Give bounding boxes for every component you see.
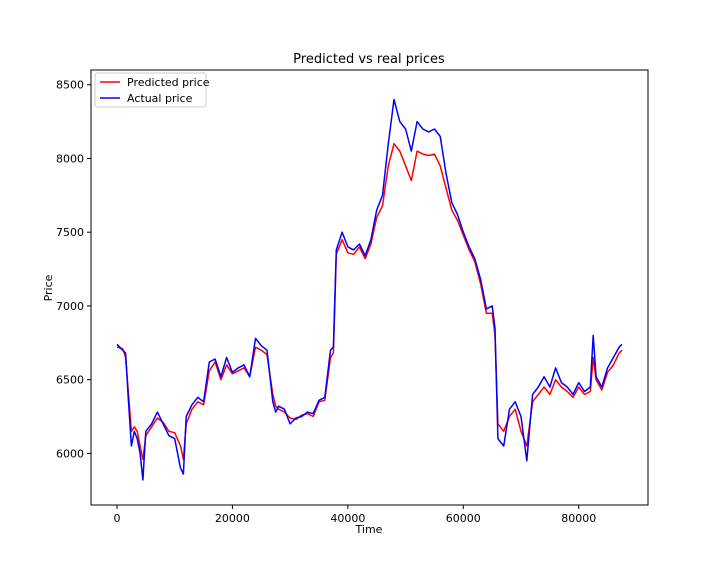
legend-label-predicted: Predicted price [127,76,210,89]
x-axis-label: Time [355,523,383,536]
plot-frame [90,69,649,506]
plot-area [90,69,649,506]
x-tick-label: 60000 [446,512,481,525]
y-tick-label: 6500 [56,374,84,387]
x-tick-label: 0 [113,512,120,525]
legend: Predicted price Actual price [94,72,210,108]
y-axis-ticks: 6000 6500 7000 7500 8000 8500 [56,79,91,460]
y-tick-label: 8500 [56,79,84,92]
y-tick-label: 7000 [56,300,84,313]
series-lines [116,98,623,481]
y-axis-label: Price [42,274,55,301]
actual-price-line [116,98,623,481]
x-tick-label: 40000 [330,512,365,525]
y-tick-label: 8000 [56,152,84,165]
x-tick-label: 20000 [215,512,250,525]
legend-label-actual: Actual price [127,92,193,105]
x-axis-ticks: 0 20000 40000 60000 80000 [113,505,596,525]
y-tick-label: 6000 [56,447,84,460]
x-tick-label: 80000 [561,512,596,525]
chart-title: Predicted vs real prices [293,52,445,67]
y-tick-label: 7500 [56,226,84,239]
legend-box [94,72,207,108]
